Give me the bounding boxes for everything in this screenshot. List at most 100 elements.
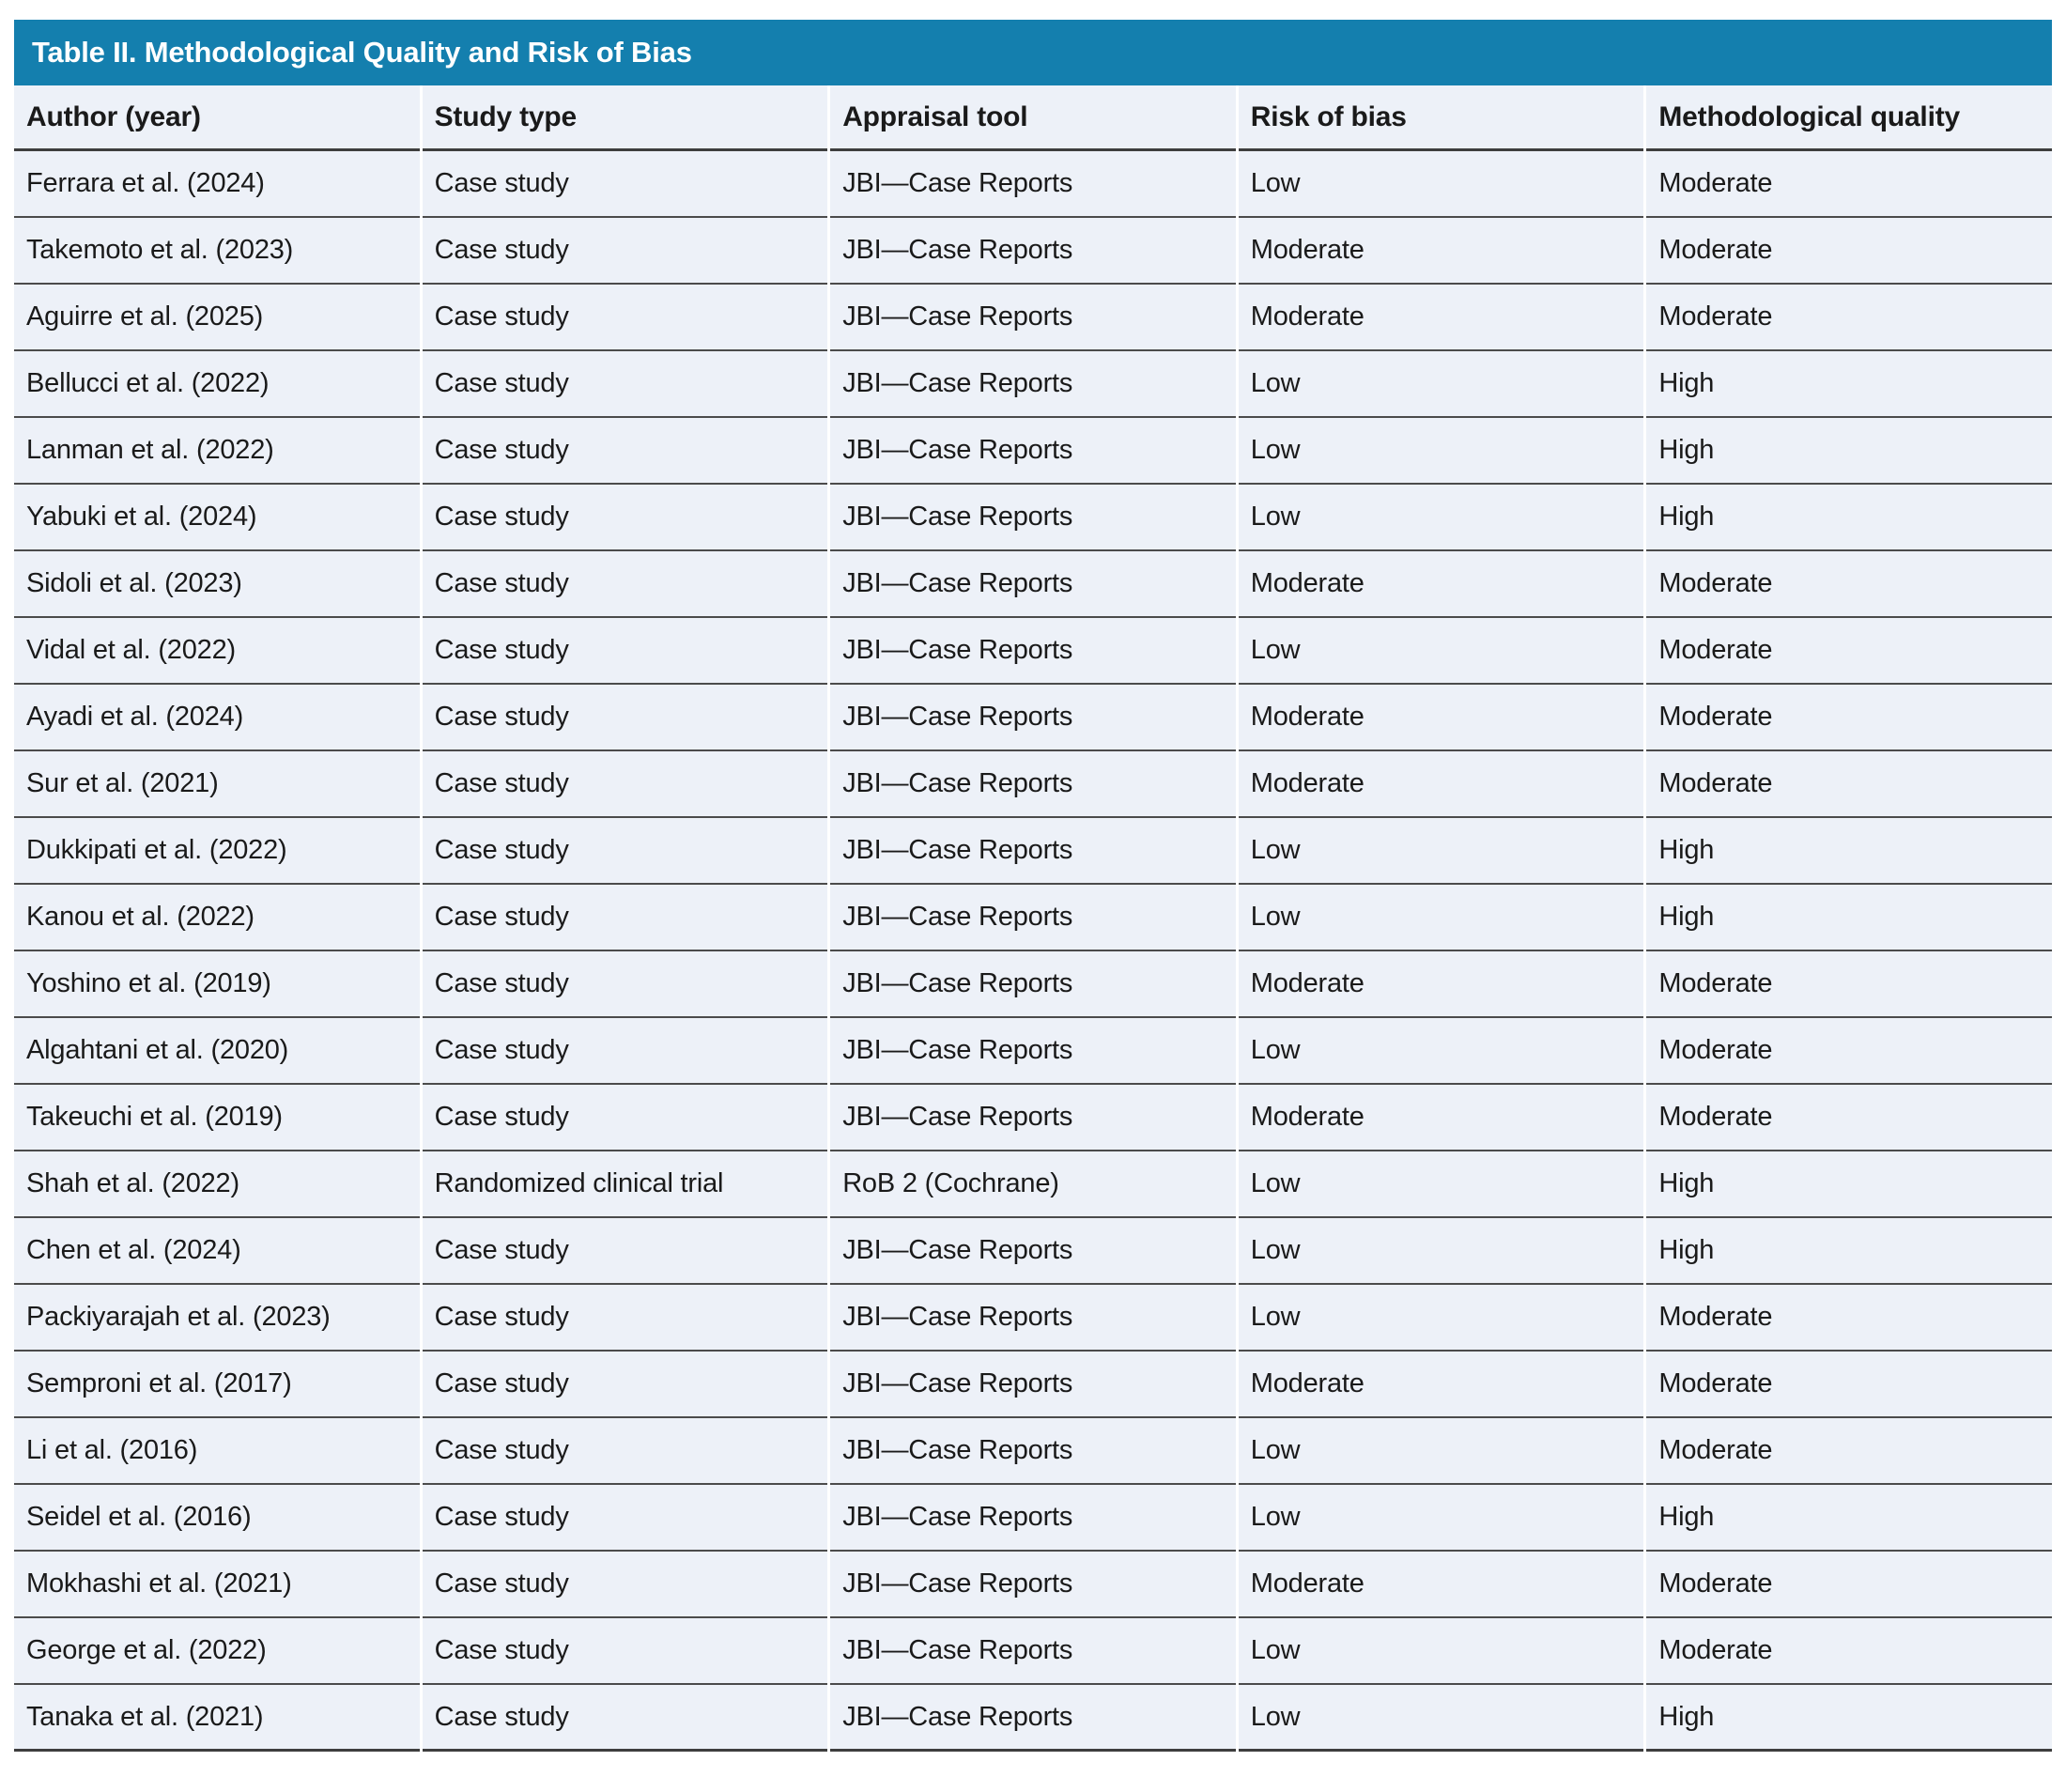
cell-appraisal-tool: JBI—Case Reports — [830, 1085, 1236, 1151]
table-row: Bellucci et al. (2022) Case study JBI—Ca… — [14, 351, 2052, 418]
cell-risk-of-bias: Low — [1238, 1418, 1644, 1485]
cell-methodological-quality: Moderate — [1646, 1352, 2052, 1418]
table-row: Dukkipati et al. (2022) Case study JBI—C… — [14, 818, 2052, 885]
cell-author-year: Bellucci et al. (2022) — [14, 351, 420, 418]
table-row: Yoshino et al. (2019) Case study JBI—Cas… — [14, 951, 2052, 1018]
table-row: Aguirre et al. (2025) Case study JBI—Cas… — [14, 285, 2052, 351]
table-row: Sidoli et al. (2023) Case study JBI—Case… — [14, 551, 2052, 618]
cell-appraisal-tool: JBI—Case Reports — [830, 1352, 1236, 1418]
cell-risk-of-bias: Low — [1238, 1218, 1644, 1285]
cell-study-type: Case study — [422, 151, 828, 218]
table-row: Sur et al. (2021) Case study JBI—Case Re… — [14, 751, 2052, 818]
cell-study-type: Case study — [422, 1218, 828, 1285]
cell-methodological-quality: Moderate — [1646, 685, 2052, 751]
cell-study-type: Case study — [422, 1352, 828, 1418]
cell-methodological-quality: High — [1646, 1218, 2052, 1285]
cell-risk-of-bias: Low — [1238, 485, 1644, 551]
cell-study-type: Case study — [422, 1418, 828, 1485]
cell-author-year: Li et al. (2016) — [14, 1418, 420, 1485]
cell-methodological-quality: Moderate — [1646, 285, 2052, 351]
cell-risk-of-bias: Low — [1238, 818, 1644, 885]
cell-methodological-quality: High — [1646, 418, 2052, 485]
cell-study-type: Case study — [422, 285, 828, 351]
cell-study-type: Case study — [422, 1618, 828, 1685]
column-header-author-year: Author (year) — [14, 85, 420, 151]
table-row: Seidel et al. (2016) Case study JBI—Case… — [14, 1485, 2052, 1552]
cell-author-year: Sidoli et al. (2023) — [14, 551, 420, 618]
cell-study-type: Case study — [422, 218, 828, 285]
table-row: Takemoto et al. (2023) Case study JBI—Ca… — [14, 218, 2052, 285]
cell-methodological-quality: High — [1646, 485, 2052, 551]
table-row: Mokhashi et al. (2021) Case study JBI—Ca… — [14, 1552, 2052, 1618]
cell-study-type: Case study — [422, 485, 828, 551]
column-header-risk-of-bias: Risk of bias — [1238, 85, 1644, 151]
cell-risk-of-bias: Low — [1238, 1285, 1644, 1352]
cell-methodological-quality: Moderate — [1646, 1618, 2052, 1685]
table-header: Author (year) Study type Appraisal tool … — [14, 85, 2052, 151]
cell-appraisal-tool: JBI—Case Reports — [830, 1552, 1236, 1618]
table-row: Semproni et al. (2017) Case study JBI—Ca… — [14, 1352, 2052, 1418]
table-body: Ferrara et al. (2024) Case study JBI—Cas… — [14, 151, 2052, 1752]
table-figure: Table II. Methodological Quality and Ris… — [14, 20, 2052, 1752]
cell-methodological-quality: Moderate — [1646, 1552, 2052, 1618]
cell-author-year: Seidel et al. (2016) — [14, 1485, 420, 1552]
cell-methodological-quality: Moderate — [1646, 1018, 2052, 1085]
cell-risk-of-bias: Moderate — [1238, 1352, 1644, 1418]
cell-appraisal-tool: JBI—Case Reports — [830, 551, 1236, 618]
cell-study-type: Case study — [422, 1018, 828, 1085]
table-row: Chen et al. (2024) Case study JBI—Case R… — [14, 1218, 2052, 1285]
cell-study-type: Randomized clinical trial — [422, 1151, 828, 1218]
cell-author-year: Yoshino et al. (2019) — [14, 951, 420, 1018]
cell-risk-of-bias: Low — [1238, 1618, 1644, 1685]
cell-author-year: Ayadi et al. (2024) — [14, 685, 420, 751]
cell-appraisal-tool: JBI—Case Reports — [830, 685, 1236, 751]
cell-study-type: Case study — [422, 551, 828, 618]
cell-methodological-quality: Moderate — [1646, 951, 2052, 1018]
cell-author-year: Dukkipati et al. (2022) — [14, 818, 420, 885]
cell-risk-of-bias: Low — [1238, 1018, 1644, 1085]
cell-author-year: Mokhashi et al. (2021) — [14, 1552, 420, 1618]
cell-methodological-quality: High — [1646, 1151, 2052, 1218]
table-row: Shah et al. (2022) Randomized clinical t… — [14, 1151, 2052, 1218]
cell-risk-of-bias: Moderate — [1238, 551, 1644, 618]
cell-study-type: Case study — [422, 1685, 828, 1752]
cell-risk-of-bias: Moderate — [1238, 285, 1644, 351]
cell-risk-of-bias: Low — [1238, 151, 1644, 218]
cell-study-type: Case study — [422, 885, 828, 951]
cell-appraisal-tool: JBI—Case Reports — [830, 1485, 1236, 1552]
cell-author-year: Semproni et al. (2017) — [14, 1352, 420, 1418]
cell-study-type: Case study — [422, 1285, 828, 1352]
cell-appraisal-tool: JBI—Case Reports — [830, 1618, 1236, 1685]
cell-risk-of-bias: Moderate — [1238, 1552, 1644, 1618]
cell-appraisal-tool: JBI—Case Reports — [830, 1418, 1236, 1485]
table-row: Packiyarajah et al. (2023) Case study JB… — [14, 1285, 2052, 1352]
cell-appraisal-tool: JBI—Case Reports — [830, 818, 1236, 885]
cell-methodological-quality: Moderate — [1646, 1418, 2052, 1485]
cell-risk-of-bias: Low — [1238, 1151, 1644, 1218]
cell-author-year: Kanou et al. (2022) — [14, 885, 420, 951]
cell-appraisal-tool: JBI—Case Reports — [830, 218, 1236, 285]
cell-study-type: Case study — [422, 418, 828, 485]
table-row: Kanou et al. (2022) Case study JBI—Case … — [14, 885, 2052, 951]
table-row: Ferrara et al. (2024) Case study JBI—Cas… — [14, 151, 2052, 218]
cell-study-type: Case study — [422, 818, 828, 885]
table-row: Ayadi et al. (2024) Case study JBI—Case … — [14, 685, 2052, 751]
quality-risk-table: Author (year) Study type Appraisal tool … — [14, 85, 2052, 1752]
cell-risk-of-bias: Moderate — [1238, 685, 1644, 751]
table-row: Tanaka et al. (2021) Case study JBI—Case… — [14, 1685, 2052, 1752]
cell-risk-of-bias: Low — [1238, 885, 1644, 951]
cell-risk-of-bias: Low — [1238, 1685, 1644, 1752]
cell-appraisal-tool: JBI—Case Reports — [830, 1218, 1236, 1285]
cell-methodological-quality: Moderate — [1646, 551, 2052, 618]
table-title: Table II. Methodological Quality and Ris… — [32, 36, 692, 69]
cell-methodological-quality: High — [1646, 1485, 2052, 1552]
cell-appraisal-tool: JBI—Case Reports — [830, 618, 1236, 685]
cell-study-type: Case study — [422, 1485, 828, 1552]
cell-appraisal-tool: JBI—Case Reports — [830, 485, 1236, 551]
table-row: Algahtani et al. (2020) Case study JBI—C… — [14, 1018, 2052, 1085]
cell-appraisal-tool: JBI—Case Reports — [830, 1285, 1236, 1352]
cell-risk-of-bias: Low — [1238, 1485, 1644, 1552]
cell-author-year: Ferrara et al. (2024) — [14, 151, 420, 218]
table-row: Li et al. (2016) Case study JBI—Case Rep… — [14, 1418, 2052, 1485]
